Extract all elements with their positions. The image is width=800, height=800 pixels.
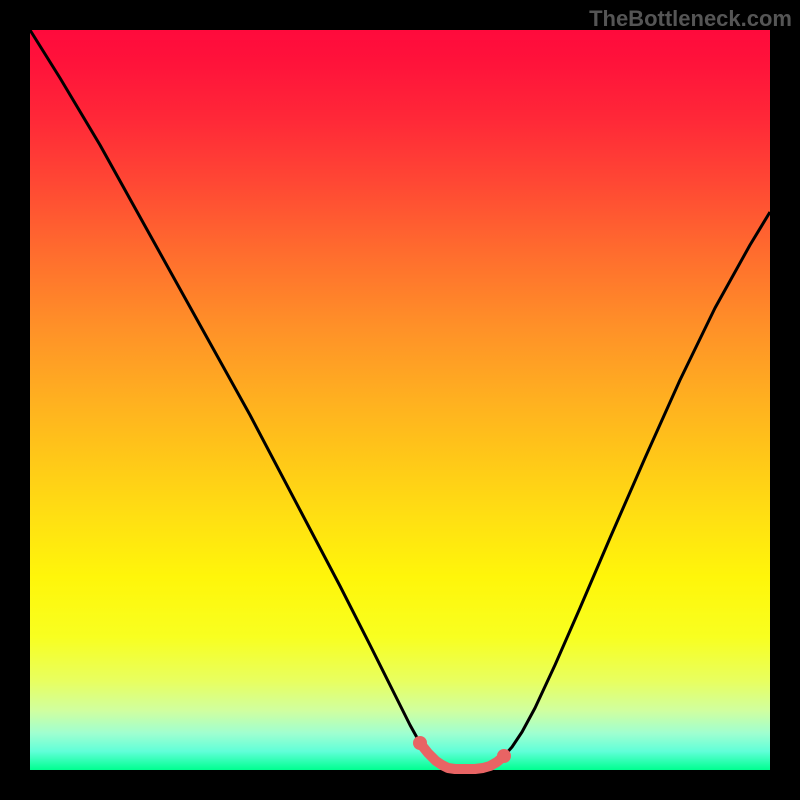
watermark-text: TheBottleneck.com	[589, 6, 792, 32]
chart-container: TheBottleneck.com	[0, 0, 800, 800]
plot-area	[30, 30, 770, 770]
highlight-endpoint-left	[413, 736, 427, 750]
highlight-segment	[420, 743, 504, 769]
curve-layer	[30, 30, 770, 770]
highlight-endpoint-right	[497, 749, 511, 763]
main-curve	[30, 30, 770, 769]
